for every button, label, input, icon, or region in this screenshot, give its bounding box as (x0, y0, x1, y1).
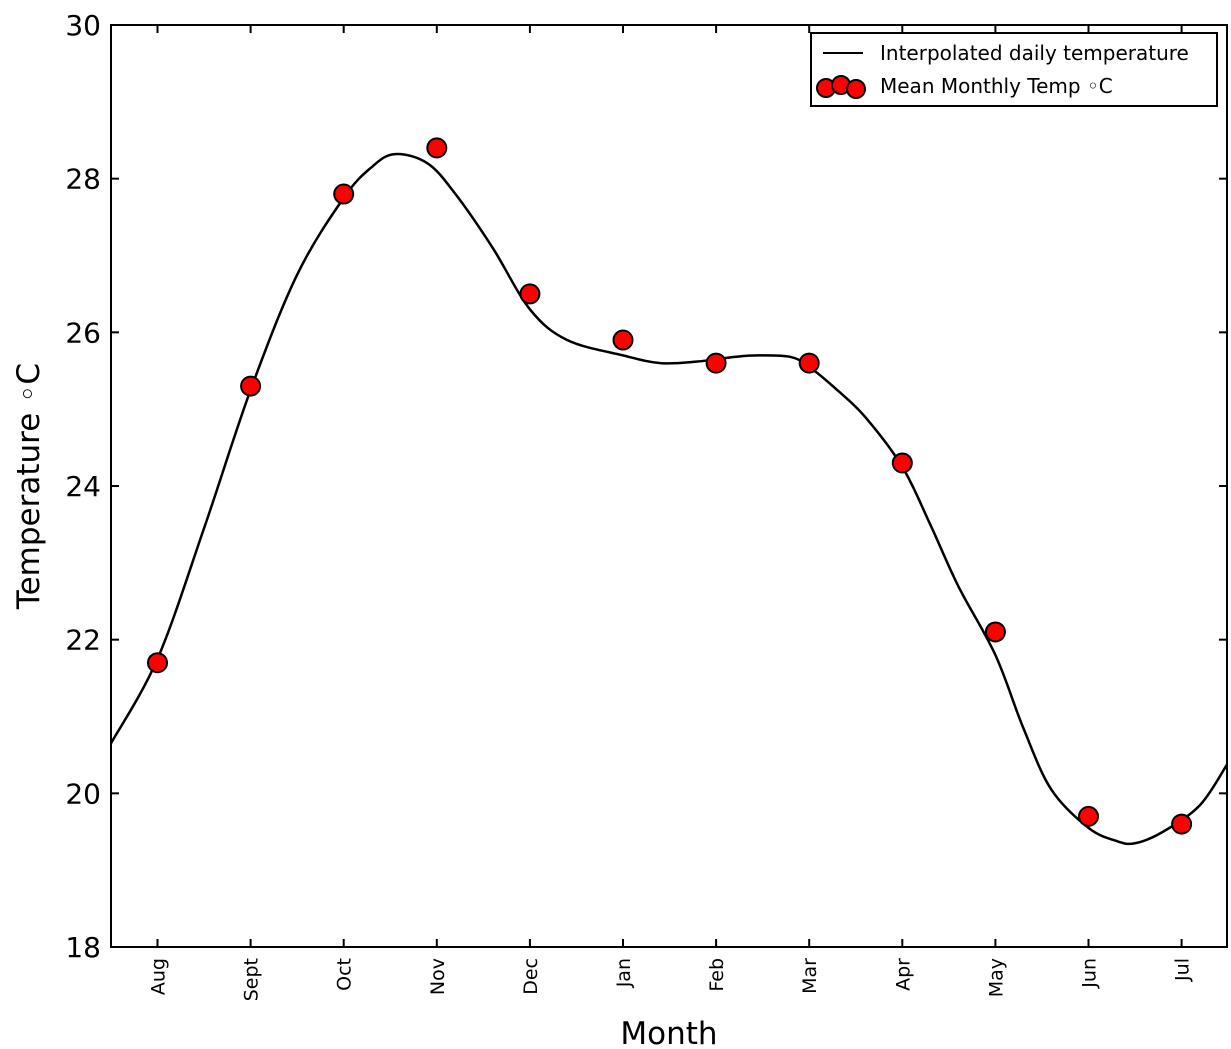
y-tick-label: 28 (65, 163, 101, 196)
x-tick-label: Mar (799, 958, 821, 994)
plot-frame (110, 24, 1228, 948)
data-point-nov (426, 137, 448, 159)
x-tick-label: Oct (334, 958, 356, 991)
data-point-feb (705, 352, 727, 374)
legend-entry-interpolated: Interpolated daily temperature (880, 41, 1189, 65)
x-tick-label: Sept (241, 958, 263, 1001)
x-axis-label: Month (620, 1016, 717, 1049)
y-axis-label: Temperature ◦C (11, 363, 47, 610)
y-tick-label: 18 (65, 931, 101, 964)
x-tick-label: Jun (1079, 958, 1101, 989)
y-tick-label: 24 (65, 470, 101, 503)
data-point-jul (1171, 813, 1193, 835)
y-axis: 18 20 22 24 26 28 30 (65, 9, 1227, 964)
data-point-jan (612, 329, 634, 351)
y-tick-label: 20 (65, 777, 101, 810)
legend-entry-mean-monthly: Mean Monthly Temp ◦C (880, 74, 1113, 98)
legend-box (810, 32, 1218, 107)
interpolated-line-layer (111, 152, 1227, 846)
interpolated-temperature-line (111, 152, 1227, 846)
y-tick-label: 22 (65, 624, 101, 657)
x-tick-label: Dec (520, 958, 542, 995)
x-tick-label: Aug (148, 958, 170, 995)
x-tick-label: Jul (1172, 958, 1194, 982)
data-point-sept (240, 375, 262, 397)
data-point-jun (1078, 805, 1099, 827)
x-tick-label: Feb (706, 958, 728, 992)
markers-layer (147, 137, 1193, 835)
x-tick-label: Apr (892, 958, 914, 991)
x-tick-label: May (985, 958, 1007, 997)
legend-marker-swatch (846, 79, 866, 99)
data-point-oct (333, 183, 355, 205)
data-point-mar (798, 352, 820, 374)
data-point-apr (891, 452, 913, 474)
plot-area (111, 137, 1227, 846)
x-axis: Aug Sept Oct Nov Dec Jan Feb Mar Apr May Jun Jul (148, 25, 1194, 1001)
x-tick-label: Jan (613, 958, 635, 988)
data-point-dec (519, 283, 541, 305)
y-tick-label: 30 (65, 9, 101, 42)
data-point-may (984, 621, 1006, 643)
data-point-aug (147, 652, 168, 674)
x-tick-label: Nov (427, 958, 449, 995)
y-tick-label: 26 (65, 316, 101, 349)
legend: Interpolated daily temperature Mean Mont… (810, 32, 1218, 107)
